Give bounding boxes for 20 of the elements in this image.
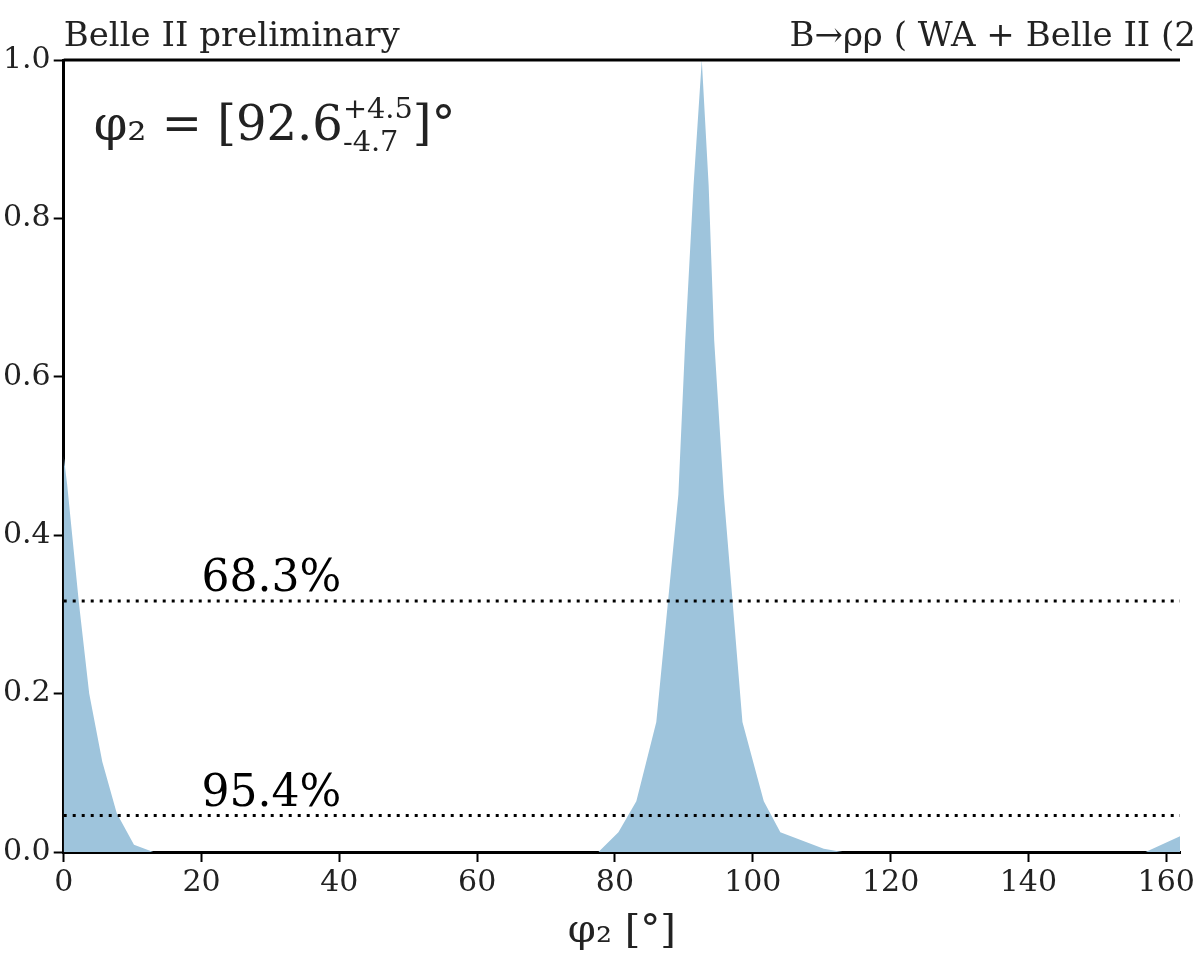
y-tick-label: 0.6 [2,356,51,392]
annotation: 68.3% [201,549,342,601]
x-tick-label: 120 [861,862,920,898]
x-tick-label: 160 [1137,862,1195,898]
x-tick-label: 60 [458,862,497,898]
y-tick-label: 0.8 [2,198,51,234]
x-tick-label: 100 [724,862,782,898]
y-tick-label: 0.2 [2,673,51,709]
x-tick-label: 40 [320,862,359,898]
chart-title: Belle II preliminary [63,13,401,54]
annotation: 95.4% [201,764,342,816]
y-tick-label: 1.0 [2,39,51,75]
x-tick-label: 20 [182,862,221,898]
y-tick-label: 0.0 [2,831,51,867]
chart-subtitle: B→ρρ ( WA + Belle II (2 [789,13,1196,54]
x-tick-label: 80 [595,862,635,898]
x-tick-label: 140 [999,862,1058,898]
x-axis-title: φ₂ [°] [567,905,676,952]
x-tick-label: 0 [54,862,74,898]
y-tick-label: 0.4 [2,515,51,550]
